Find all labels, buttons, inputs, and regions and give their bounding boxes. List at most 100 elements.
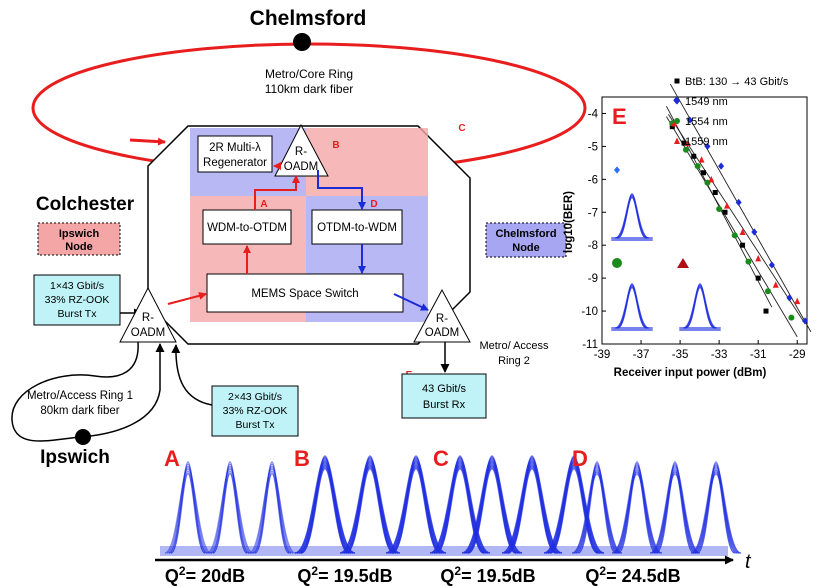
arrow-roadm-left-to-mems <box>167 291 207 305</box>
eye-trace <box>696 468 736 554</box>
eye-trace <box>571 473 623 554</box>
eye-trace <box>385 462 447 554</box>
arrow-roadm-to-otdm-wdm <box>317 170 366 210</box>
eye-trace <box>655 468 695 554</box>
eye-trace <box>577 468 617 554</box>
ber-plot-frame <box>601 96 808 345</box>
eye-trace <box>210 472 250 554</box>
arrow-wdm-otdm-to-roadm <box>254 175 300 210</box>
chelmsford-city-dot <box>293 33 311 51</box>
ber-data-point <box>716 205 723 212</box>
eye-trace <box>294 462 356 554</box>
wdm-to-otdm-block <box>202 209 292 245</box>
roadm-right-label-2: OADM <box>425 327 460 339</box>
eye-trace <box>684 287 716 329</box>
eye-trace <box>613 471 661 554</box>
eye-trace <box>615 470 659 554</box>
regenerator-label-1: 2R Multi-λ <box>209 142 261 154</box>
eye-trace <box>294 466 356 554</box>
point-label-a: A <box>260 199 267 210</box>
eye-trace <box>339 458 401 554</box>
eye-trace <box>505 468 559 554</box>
eye-trace <box>345 467 395 554</box>
roadm-top-label-2: OADM <box>284 161 319 173</box>
eye-trace <box>611 473 663 554</box>
y-tick-label: -10 <box>581 306 598 318</box>
eye-trace <box>387 465 445 554</box>
ber-data-point <box>681 140 687 146</box>
metro-access-ring-1 <box>11 341 165 442</box>
tx1-line1: 1×43 Gbit/s <box>50 280 104 292</box>
y-tick-label: -4 <box>588 108 599 120</box>
eye-label-a: A <box>164 446 180 471</box>
q-value-label: Q2= 20dB <box>165 564 245 586</box>
ber-xlabel: Receiver input power (dBm) <box>614 367 767 379</box>
chelmsford-node-legend-2: Node <box>512 242 540 254</box>
mems-switch-block <box>206 273 404 313</box>
ber-data-point <box>698 156 705 163</box>
eye-trace <box>391 467 441 554</box>
eye-trace <box>682 286 718 329</box>
q-value-label: Q2= 24.5dB <box>585 564 680 586</box>
eye-trace <box>545 465 603 554</box>
eye-trace <box>501 466 563 554</box>
eye-diagrams: t A Q2= 20dB B Q2= 19.5dB C Q2= 19.5dB D Q2= 24… <box>155 446 752 586</box>
eye-trace <box>294 458 356 554</box>
eye-trace <box>343 468 397 554</box>
ber-legend-label: 1559 nm <box>685 136 728 148</box>
x-tick-label: -37 <box>633 349 650 361</box>
point-label-d: D <box>370 199 377 210</box>
ber-data-point <box>755 275 761 281</box>
q-value-label: Q2= 19.5dB <box>297 564 392 586</box>
eye-trace <box>212 470 248 554</box>
eye-trace <box>573 471 621 554</box>
eye-trace <box>252 472 292 554</box>
roadm-top-label-1: R- <box>295 146 307 158</box>
metro-access-ring-2-label-1: Metro/ Access <box>479 340 549 352</box>
eye-trace <box>389 468 443 554</box>
eye-trace <box>649 466 701 554</box>
tx1-box <box>33 274 121 326</box>
metro-core-ring-label-2: 110km dark fiber <box>265 82 353 96</box>
eye-trace <box>465 468 519 554</box>
rx-line2: Burst Rx <box>423 399 466 411</box>
y-tick-label: -7 <box>588 207 598 219</box>
ber-legend-label: 1549 nm <box>685 96 728 108</box>
tx2-line3: Burst Tx <box>236 419 276 431</box>
rx-line1: 43 Gbit/s <box>422 383 467 395</box>
time-axis-label: t <box>745 551 752 573</box>
ber-fit-line <box>668 114 804 321</box>
ber-data-point <box>723 202 730 209</box>
metro-access-ring-2-label-2: Ring 2 <box>498 355 530 367</box>
chelmsford-node-area-top <box>306 128 428 196</box>
eye-trace <box>616 197 648 239</box>
eye-trace <box>507 467 557 554</box>
tx1-line2: 33% RZ-OOK <box>45 294 110 306</box>
eye-trace <box>461 466 523 554</box>
ber-data-point <box>751 228 758 236</box>
ber-data-point <box>712 190 718 196</box>
ber-ylabel: log10(BER) <box>563 191 575 253</box>
eye-trace <box>614 286 650 329</box>
point-label-c: C <box>458 123 465 134</box>
x-tick-label: -31 <box>750 349 767 361</box>
ipswich-city-label: Ipswich <box>40 447 110 468</box>
y-tick-label: -5 <box>588 141 598 153</box>
chelmsford-node-legend <box>485 222 567 258</box>
eye-trace <box>250 465 294 554</box>
ber-data-point <box>708 175 715 183</box>
ber-data-point <box>691 153 697 159</box>
x-tick-label: -39 <box>594 349 611 361</box>
ber-data-point <box>686 116 693 124</box>
ring-direction-arrow-left <box>129 137 166 146</box>
colchester-city-label: Colchester <box>36 194 135 215</box>
eye-trace <box>166 465 210 554</box>
ber-data-point <box>745 258 752 265</box>
roadm-right-label-1: R- <box>436 313 448 325</box>
metro-access-ring-1-label-1: Metro/Access Ring 1 <box>27 390 133 402</box>
eye-label-b: B <box>294 446 310 471</box>
eye-trace <box>692 471 740 554</box>
eye-trace <box>617 468 657 554</box>
ber-data-point <box>739 228 746 236</box>
